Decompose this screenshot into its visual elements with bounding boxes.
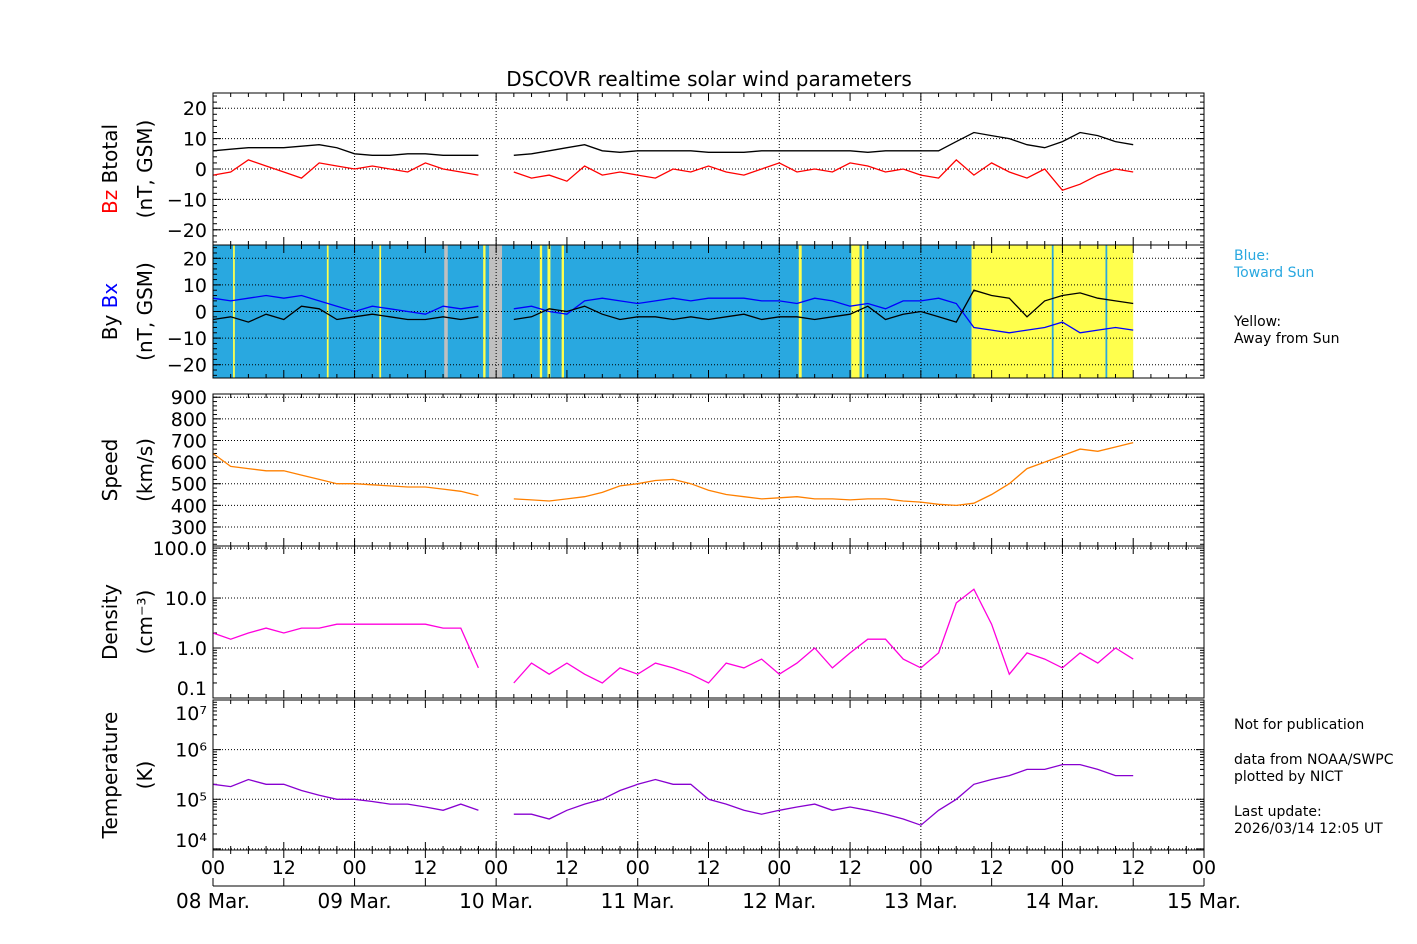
y-tick-label: 100.0 bbox=[153, 538, 207, 560]
y-tick-label: 400 bbox=[171, 495, 207, 517]
y-tick-label: 10.0 bbox=[165, 588, 207, 610]
chart-title: DSCOVR realtime solar wind parameters bbox=[506, 67, 912, 91]
y-tick-label: 1.0 bbox=[177, 638, 207, 660]
y-tick-label: −10 bbox=[167, 189, 207, 211]
date-label: 10 Mar. bbox=[459, 889, 533, 913]
date-label: 09 Mar. bbox=[318, 889, 392, 913]
panel-b: −20 −10 0 10 20 Bz Btotal (nT, GSM) bbox=[98, 92, 1205, 246]
sector-toward bbox=[1051, 245, 1054, 378]
x-tick-label: 12 bbox=[272, 857, 296, 879]
y-tick-label: 300 bbox=[171, 517, 207, 539]
series-line-speed bbox=[213, 441, 1134, 507]
y-axis-unit: (nT, GSM) bbox=[133, 120, 157, 219]
legend-away-from-sun: Yellow: Away from Sun bbox=[1234, 314, 1340, 347]
x-tick-label: 12 bbox=[980, 857, 1004, 879]
y-label-part: By bbox=[98, 308, 122, 340]
sector-away bbox=[483, 245, 486, 378]
y-tick-label: 10⁶ bbox=[175, 740, 207, 762]
data-source-note: data from NOAA/SWPC plotted by NICT bbox=[1234, 752, 1394, 785]
last-update-note: Last update: 2026/03/14 12:05 UT bbox=[1234, 804, 1383, 837]
y-tick-label: 500 bbox=[171, 474, 207, 496]
x-tick-label: 00 bbox=[1050, 857, 1074, 879]
x-tick-label: 00 bbox=[626, 857, 650, 879]
y-tick-label: 10⁴ bbox=[175, 830, 207, 852]
sector-away bbox=[861, 245, 865, 378]
panel-density: 0.1 1.0 10.0 100.0 Density (cm⁻³) bbox=[98, 538, 1205, 700]
y-axis-label: Density bbox=[98, 584, 122, 660]
y-tick-label: −20 bbox=[167, 220, 207, 242]
sector-away bbox=[233, 245, 235, 378]
x-tick-label: 00 bbox=[1192, 857, 1216, 879]
date-label: 14 Mar. bbox=[1025, 889, 1099, 913]
y-tick-label: 600 bbox=[171, 452, 207, 474]
panel-bxy: −20 −10 0 10 20 By Bx (nT, GSM) bbox=[98, 244, 1205, 379]
x-tick-label: 12 bbox=[696, 857, 720, 879]
y-label-part: Bz bbox=[98, 183, 122, 214]
time-axis: 00 12 00 12 00 12 00 12 00 12 00 12 00 12 00 08 Mar. 09 … bbox=[176, 850, 1241, 913]
date-label: 12 Mar. bbox=[742, 889, 816, 913]
date-label: 08 Mar. bbox=[176, 889, 250, 913]
x-tick-label: 00 bbox=[767, 857, 791, 879]
y-axis-label: Bz Btotal bbox=[98, 124, 122, 214]
y-tick-label: 10 bbox=[183, 275, 207, 297]
sector-away bbox=[798, 245, 802, 378]
y-axis-unit: (nT, GSM) bbox=[133, 262, 157, 361]
series-line-density bbox=[213, 588, 1134, 684]
y-tick-label: 0.1 bbox=[177, 678, 207, 700]
sector-toward bbox=[1105, 245, 1108, 378]
y-axis-unit: (K) bbox=[133, 761, 157, 790]
panel-temperature: 10⁴ 10⁵ 10⁶ 10⁷ Temperature (K) bbox=[98, 699, 1205, 852]
x-tick-label: 00 bbox=[909, 857, 933, 879]
series-line-bz bbox=[213, 159, 1134, 192]
y-tick-label: 10⁷ bbox=[175, 703, 207, 725]
y-tick-label: 800 bbox=[171, 409, 207, 431]
y-axis-label: Temperature bbox=[98, 712, 122, 840]
y-tick-label: 10 bbox=[183, 129, 207, 151]
series-line-temperature bbox=[213, 763, 1134, 826]
date-label: 15 Mar. bbox=[1167, 889, 1241, 913]
x-tick-label: 12 bbox=[555, 857, 579, 879]
not-for-publication-note: Not for publication bbox=[1234, 717, 1365, 733]
y-tick-label: 10⁵ bbox=[175, 789, 207, 811]
y-axis-unit: (km/s) bbox=[133, 438, 157, 502]
x-tick-label: 12 bbox=[413, 857, 437, 879]
date-label: 11 Mar. bbox=[601, 889, 675, 913]
panel-frame bbox=[212, 699, 1205, 851]
legend-toward-sun: Blue: Toward Sun bbox=[1234, 248, 1315, 281]
sector-nodata bbox=[444, 245, 448, 378]
y-tick-label: −20 bbox=[167, 355, 207, 377]
sector-away bbox=[379, 245, 382, 378]
y-tick-label: 20 bbox=[183, 98, 207, 120]
x-tick-label: 00 bbox=[201, 857, 225, 879]
y-tick-label: 20 bbox=[183, 248, 207, 270]
y-tick-label: 700 bbox=[171, 430, 207, 452]
y-axis-unit: (cm⁻³) bbox=[133, 590, 157, 655]
y-tick-label: 0 bbox=[195, 302, 207, 324]
y-axis-label: Speed bbox=[98, 439, 122, 502]
y-tick-label: 0 bbox=[195, 159, 207, 181]
x-tick-label: 00 bbox=[484, 857, 508, 879]
series-line-bx bbox=[213, 294, 1134, 334]
series-line-by bbox=[213, 289, 1134, 323]
y-tick-label: −10 bbox=[167, 328, 207, 350]
date-label: 13 Mar. bbox=[884, 889, 958, 913]
x-tick-label: 00 bbox=[342, 857, 366, 879]
y-label-part: Bx bbox=[98, 283, 122, 309]
y-label-part: Btotal bbox=[98, 124, 122, 183]
y-axis-label: By Bx bbox=[98, 283, 122, 341]
panel-frame bbox=[212, 545, 1205, 699]
panel-frame bbox=[212, 244, 1205, 379]
y-tick-label: 900 bbox=[171, 387, 207, 409]
x-tick-label: 12 bbox=[1121, 857, 1145, 879]
x-tick-label: 12 bbox=[838, 857, 862, 879]
series-line-btotal bbox=[213, 131, 1134, 156]
panel-frame bbox=[212, 393, 1205, 547]
